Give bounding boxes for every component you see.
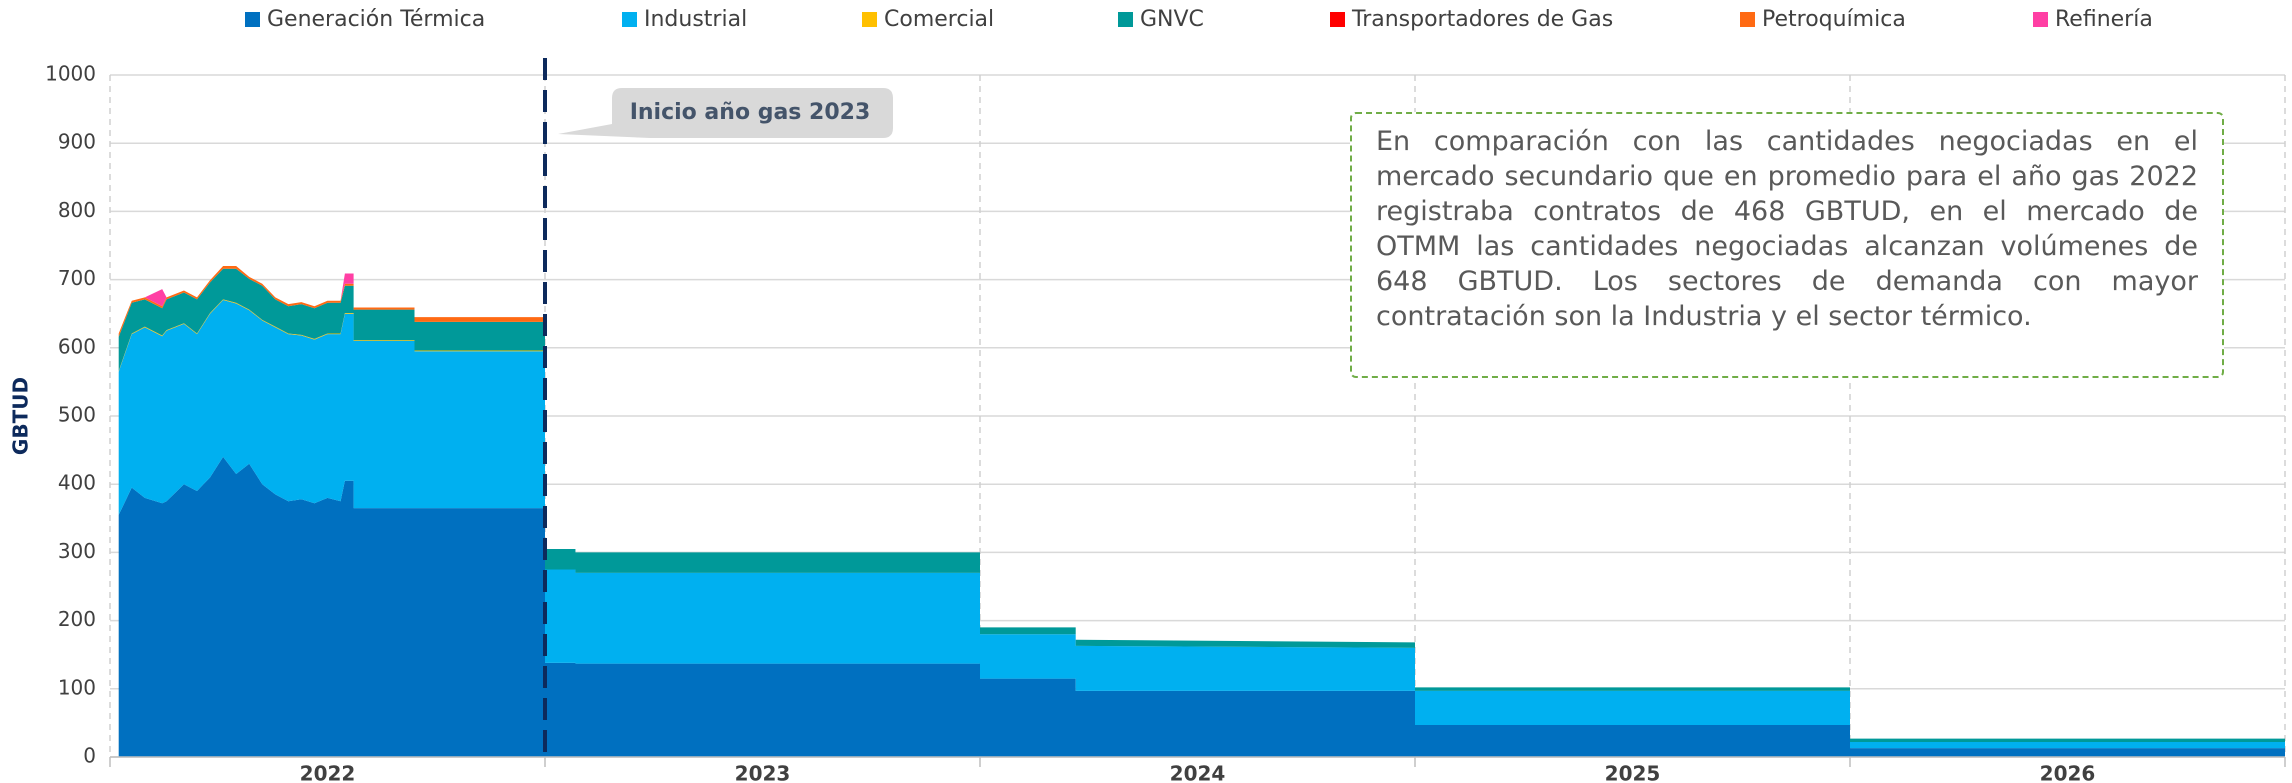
annotation-box: En comparación con las cantidades negoci…	[1350, 112, 2224, 378]
x-category-label: 2023	[735, 762, 791, 783]
area	[118, 268, 2286, 742]
y-tick-label: 500	[58, 403, 96, 427]
x-category-label: 2025	[1605, 762, 1661, 783]
y-tick-label: 600	[58, 334, 96, 358]
legend-label: Industrial	[644, 7, 747, 32]
y-tick-label: 800	[58, 198, 96, 222]
legend-swatch	[1330, 12, 1345, 27]
legend-label: Transportadores de Gas	[1351, 7, 1613, 32]
legend-swatch	[245, 12, 260, 27]
callout-box	[558, 88, 893, 138]
legend-swatch	[862, 12, 877, 27]
legend-swatch	[1740, 12, 1755, 27]
y-tick-label: 0	[83, 744, 96, 768]
y-axis-label: GBTUD	[9, 377, 33, 455]
legend-swatch	[622, 12, 637, 27]
area	[118, 456, 2286, 757]
x-category-label: 2022	[300, 762, 356, 783]
legend-label: Generación Térmica	[267, 7, 485, 32]
y-tick-label: 900	[58, 130, 96, 154]
x-category-label: 2024	[1170, 762, 1226, 783]
legend-swatch	[1118, 12, 1133, 27]
callout-text: Inicio año gas 2023	[630, 100, 871, 125]
y-tick-label: 700	[58, 266, 96, 290]
area	[118, 300, 2286, 749]
legend-label: Comercial	[884, 7, 994, 32]
y-tick-label: 1000	[45, 62, 96, 86]
y-tick-label: 100	[58, 675, 96, 699]
y-tick-label: 200	[58, 607, 96, 631]
legend-swatch	[2033, 12, 2048, 27]
legend-label: GNVC	[1140, 7, 1204, 32]
y-tick-label: 400	[58, 471, 96, 495]
legend-label: Refinería	[2055, 7, 2153, 32]
y-tick-label: 300	[58, 539, 96, 563]
x-category-label: 2026	[2040, 762, 2096, 783]
legend-label: Petroquímica	[1762, 7, 1906, 32]
